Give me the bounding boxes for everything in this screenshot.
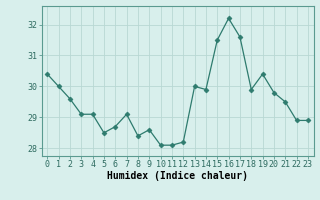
- X-axis label: Humidex (Indice chaleur): Humidex (Indice chaleur): [107, 171, 248, 181]
